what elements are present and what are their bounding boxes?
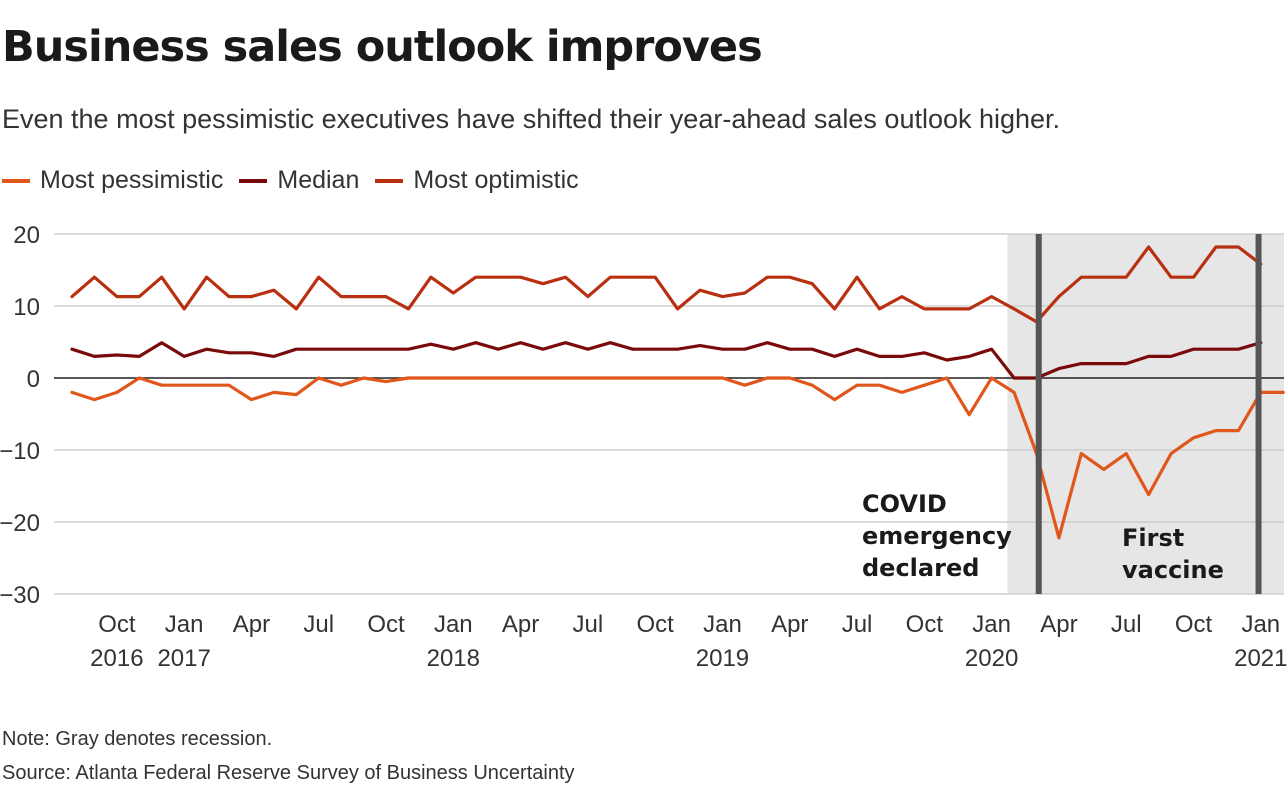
x-tick-label: Oct — [906, 611, 944, 638]
y-tick-label: −10 — [0, 438, 40, 465]
x-tick-label: Oct — [637, 611, 675, 638]
legend-swatch-most-pessimistic — [2, 178, 30, 183]
x-tick-label: Apr — [233, 611, 270, 638]
chart-subtitle: Even the most pessimistic executives hav… — [2, 104, 1061, 134]
event-label: emergency — [862, 522, 1012, 550]
event-label: First — [1122, 524, 1184, 552]
legend-item-most-pessimistic: Most pessimistic — [2, 166, 223, 195]
series-line-median — [70, 341, 1263, 380]
x-tick-label: Oct — [1175, 611, 1213, 638]
y-tick-label: −20 — [0, 510, 40, 537]
legend-label-most-pessimistic: Most pessimistic — [40, 166, 224, 194]
x-tick-label: Jul — [573, 611, 604, 638]
legend-label-median: Median — [277, 166, 360, 194]
x-tick-year-label: 2016 — [90, 645, 143, 672]
chart-legend: Most pessimistic Median Most optimistic — [2, 166, 595, 195]
x-tick-label: Jul — [1111, 611, 1142, 638]
x-tick-label: Jul — [303, 611, 334, 638]
y-tick-label: 10 — [13, 294, 40, 321]
x-tick-year-label: 2018 — [427, 645, 480, 672]
x-tick-year-label: 2017 — [157, 645, 210, 672]
x-tick-label: Jan — [703, 611, 742, 638]
event-label: COVID — [862, 490, 947, 518]
chart-note: Note: Gray denotes recession. — [2, 728, 273, 750]
x-tick-year-label: 2020 — [965, 645, 1018, 672]
x-tick-label: Apr — [502, 611, 539, 638]
x-tick-label: Jan — [1241, 611, 1280, 638]
x-tick-label: Apr — [771, 611, 808, 638]
event-label: vaccine — [1122, 556, 1224, 584]
legend-item-median: Median — [239, 166, 359, 195]
y-tick-label: 20 — [13, 222, 40, 249]
series-line-most-pessimistic — [70, 376, 1285, 540]
series-line-most-optimistic — [70, 245, 1263, 324]
chart-title: Business sales outlook improves — [2, 22, 763, 72]
event-label: declared — [862, 554, 979, 582]
x-tick-label: Oct — [98, 611, 136, 638]
x-tick-year-label: 2021 — [1234, 645, 1287, 672]
y-tick-label: −30 — [0, 582, 40, 609]
chart-source: Source: Atlanta Federal Reserve Survey o… — [2, 762, 575, 784]
x-tick-label: Jan — [165, 611, 204, 638]
x-tick-label: Jan — [434, 611, 473, 638]
line-chart: 20 10 0 −10 −20 −30 Oct 2016 Jan 2017 Apr Jul Oct Jan… — [0, 222, 1287, 672]
legend-swatch-most-optimistic — [375, 178, 404, 183]
legend-label-most-optimistic: Most optimistic — [413, 166, 579, 194]
legend-swatch-median — [239, 178, 268, 183]
legend-item-most-optimistic: Most optimistic — [375, 166, 579, 195]
recession-shading — [1007, 234, 1284, 594]
x-tick-label: Jul — [842, 611, 873, 638]
y-tick-label: 0 — [27, 366, 40, 393]
x-tick-year-label: 2019 — [696, 645, 749, 672]
x-tick-label: Apr — [1040, 611, 1077, 638]
x-tick-label: Jan — [972, 611, 1011, 638]
x-tick-label: Oct — [367, 611, 405, 638]
